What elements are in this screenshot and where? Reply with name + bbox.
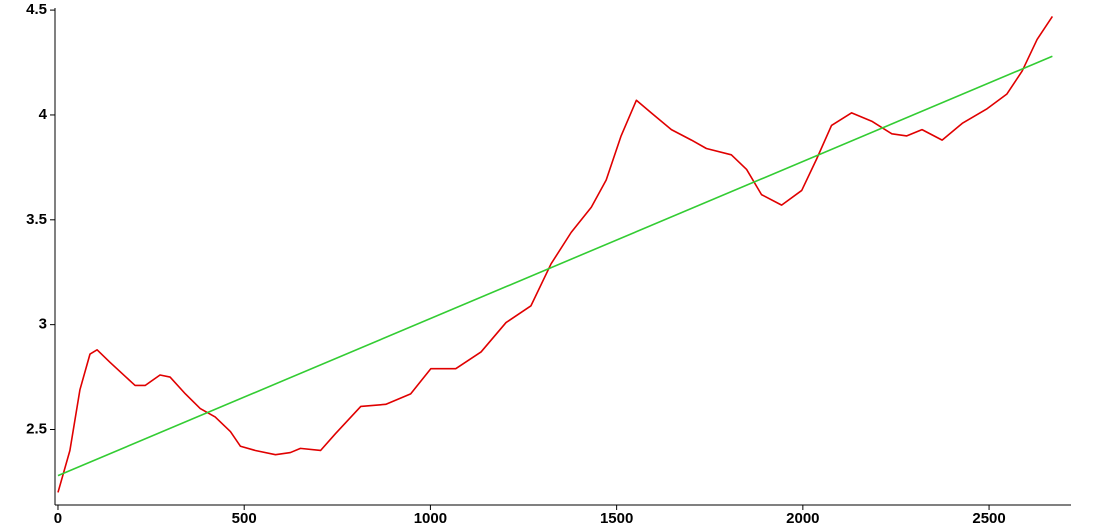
- x-tick-label: 1000: [414, 510, 447, 527]
- y-tick-label: 4: [39, 106, 48, 123]
- x-tick-label: 2500: [972, 510, 1005, 527]
- x-tick-label: 1500: [600, 510, 633, 527]
- y-tick-label: 4.5: [26, 1, 47, 18]
- y-tick-label: 3.5: [26, 211, 47, 228]
- data-line: [57, 55, 1053, 477]
- x-tick-label: 0: [54, 510, 62, 527]
- data-line: [57, 15, 1054, 493]
- x-tick-label: 2000: [786, 510, 819, 527]
- y-tick-label: 3: [39, 316, 47, 333]
- x-tick-label: 500: [232, 510, 257, 527]
- y-tick-label: 2.5: [26, 420, 47, 437]
